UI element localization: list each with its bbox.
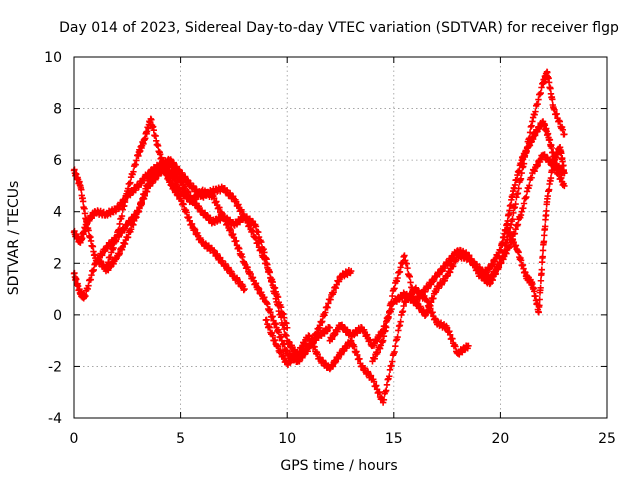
data-point [266, 268, 273, 276]
y-tick-label: -4 [48, 411, 62, 427]
data-point [386, 308, 393, 315]
data-point [274, 302, 282, 309]
data-point [78, 186, 85, 193]
data-point [154, 142, 162, 150]
data-point [537, 277, 545, 284]
y-tick-label: 4 [53, 205, 62, 221]
axis-ticks: 0 5 10 15 20 25 -4 -2 0 2 4 6 8 10 [44, 50, 616, 447]
data-point [118, 212, 126, 220]
data-point [501, 248, 508, 255]
x-tick-label: 25 [598, 431, 616, 447]
y-tick-label: 6 [53, 153, 62, 169]
data-point [382, 324, 390, 331]
data-point [258, 238, 265, 246]
y-axis-label: SDTVAR / TECUs [6, 181, 22, 296]
data-point [127, 179, 134, 186]
data-point [465, 342, 472, 349]
data-point [404, 264, 411, 272]
y-tick-label: -2 [48, 359, 62, 375]
data-point [536, 296, 543, 303]
data-point [517, 175, 525, 182]
y-tick-label: 8 [53, 102, 62, 118]
data-point [543, 207, 550, 215]
data-point [504, 217, 511, 225]
data-point [539, 253, 546, 260]
data-point [148, 116, 155, 123]
data-point [397, 318, 404, 325]
grid-lines [74, 57, 607, 418]
data-point [386, 373, 393, 380]
data-point [409, 287, 417, 294]
data-point [509, 216, 516, 223]
data-point [512, 200, 519, 208]
data-point [523, 193, 530, 201]
data-point [561, 131, 568, 138]
data-point [526, 182, 533, 189]
y-tick-label: 10 [44, 50, 62, 66]
data-point [540, 238, 548, 245]
series-sat-a [70, 115, 248, 294]
data-point [537, 89, 544, 97]
data-markers [70, 68, 568, 406]
data-point [241, 285, 248, 293]
series-sat-d [102, 160, 355, 366]
data-point [532, 108, 539, 115]
data-point [539, 247, 547, 254]
data-point [406, 273, 413, 280]
data-point [537, 284, 544, 291]
data-point [561, 169, 568, 177]
data-point [561, 182, 568, 190]
data-point [130, 168, 137, 175]
data-point [394, 333, 401, 341]
x-tick-label: 0 [70, 431, 79, 447]
series-sat-f [326, 151, 568, 350]
data-point [547, 174, 555, 182]
y-tick-label: 0 [53, 308, 62, 324]
data-point [277, 313, 285, 321]
data-point [82, 292, 89, 300]
data-point [388, 298, 395, 306]
data-point [538, 266, 546, 273]
plot-frame [73, 56, 608, 419]
data-point [326, 324, 334, 331]
x-tick-label: 5 [176, 431, 185, 447]
data-point [380, 396, 388, 404]
data-point [79, 198, 87, 205]
data-point [391, 348, 398, 356]
data-point [391, 285, 398, 292]
data-point [347, 267, 355, 275]
x-tick-label: 20 [491, 431, 509, 447]
data-point [549, 96, 556, 103]
series-sat-i [503, 144, 568, 316]
y-tick-label: 2 [53, 256, 62, 272]
x-tick-label: 10 [278, 431, 296, 447]
x-axis-label: GPS time / hours [280, 458, 397, 474]
series-sat-g [369, 68, 568, 365]
data-point [392, 343, 399, 350]
data-point [535, 309, 542, 316]
series-sat-e [262, 284, 472, 406]
x-tick-label: 15 [385, 431, 403, 447]
data-point [389, 358, 396, 365]
data-point [90, 266, 97, 274]
data-point [541, 232, 548, 239]
data-point [545, 186, 553, 193]
data-point [541, 223, 549, 230]
data-point [382, 387, 390, 394]
chart-title: Day 014 of 2023, Sidereal Day-to-day VTE… [59, 20, 619, 36]
data-point [536, 302, 543, 309]
data-point [269, 281, 276, 289]
